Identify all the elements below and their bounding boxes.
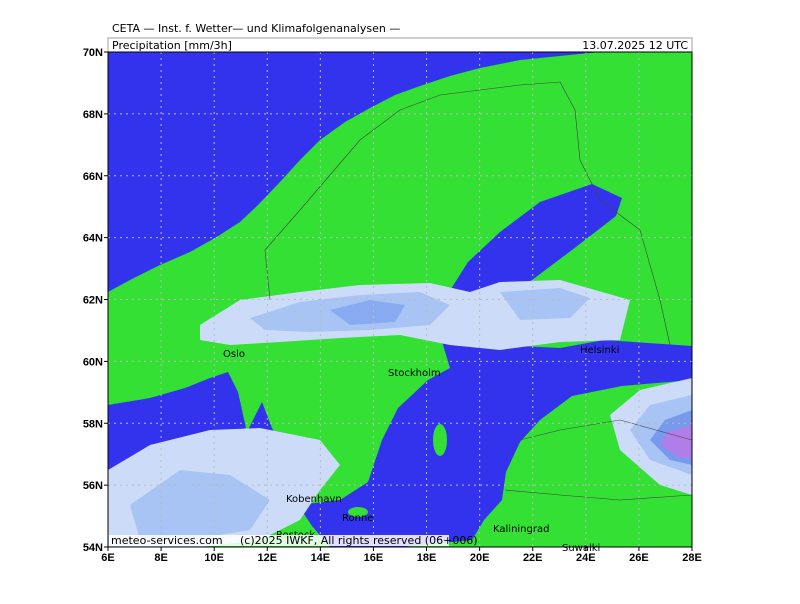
lat-tick-label: 56N [83, 480, 103, 492]
lon-tick-label: 22E [523, 552, 543, 564]
header-title: CETA — Inst. f. Wetter— und Klimafolgena… [112, 22, 400, 35]
parameter: Precipitation [mm/3h] [112, 39, 232, 52]
valid-time: 13.07.2025 12 UTC [582, 39, 688, 52]
lat-tick-label: 68N [83, 109, 103, 121]
city-label: Kaliningrad [493, 524, 549, 535]
precip-heavy [330, 300, 405, 325]
lon-tick-label: 14E [311, 552, 331, 564]
footer-site: meteo-services.com [111, 534, 223, 547]
lat-tick-label: 62N [83, 295, 103, 307]
lon-tick-label: 20E [470, 552, 490, 564]
lat-tick-label: 60N [83, 356, 103, 368]
city-label: Kobenhavn [286, 494, 342, 505]
city-label: Suwalki [562, 543, 600, 554]
island [348, 507, 368, 517]
footer-box [109, 535, 449, 546]
sea [108, 52, 600, 292]
lat-tick-label: 70N [83, 47, 103, 59]
grid [108, 52, 692, 547]
lon-tick-label: 12E [257, 552, 277, 564]
lon-tick-label: 8E [154, 552, 167, 564]
island [433, 424, 447, 456]
lon-tick-label: 28E [682, 552, 702, 564]
lon-tick-label: 10E [204, 552, 224, 564]
city-label: Ronne [342, 513, 373, 524]
lat-tick-label: 64N [83, 233, 103, 245]
lat-tick-label: 66N [83, 171, 103, 183]
lon-tick-label: 26E [629, 552, 649, 564]
city-label: Helsinki [580, 345, 619, 356]
city-label: Oslo [223, 349, 245, 360]
lon-tick-label: 16E [364, 552, 384, 564]
sea [298, 184, 692, 547]
map-area [108, 52, 692, 547]
precip-mid [130, 470, 270, 540]
city-label: Stockholm [388, 368, 441, 379]
lon-tick-label: 6E [101, 552, 114, 564]
lon-tick-label: 24E [576, 552, 596, 564]
lat-tick-label: 58N [83, 418, 103, 430]
lon-tick-label: 18E [417, 552, 437, 564]
footer-copyright: (c)2025 IWKF, All rights reserved (06+00… [240, 534, 478, 547]
lat-tick-label: 54N [83, 542, 103, 554]
